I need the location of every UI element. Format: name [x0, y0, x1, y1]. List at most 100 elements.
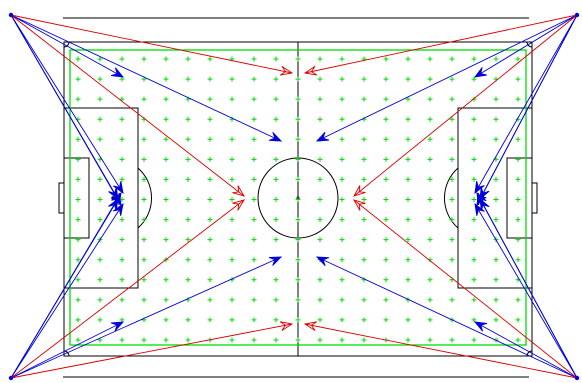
grid-plus-marker	[97, 217, 103, 223]
ray-line	[474, 14, 578, 78]
grid-plus-marker	[119, 237, 125, 243]
grid-plus-marker	[75, 277, 81, 283]
grid-plus-marker	[405, 96, 411, 102]
camera-ray	[10, 14, 124, 195]
grid-plus-marker	[515, 217, 521, 223]
ray-arrowhead	[473, 67, 487, 78]
grid-plus-marker	[229, 217, 235, 223]
grid-plus-marker	[97, 277, 103, 283]
grid-plus-marker	[493, 257, 499, 263]
grid-plus-marker	[229, 317, 235, 323]
grid-plus-marker	[97, 56, 103, 62]
ray-arrowhead	[232, 199, 245, 211]
camera-ray	[10, 197, 119, 379]
grid-plus-marker	[493, 176, 499, 182]
grid-plus-marker	[383, 136, 389, 142]
camera-ray	[474, 202, 578, 379]
grid-plus-marker	[405, 116, 411, 122]
grid-plus-marker	[97, 116, 103, 122]
grid-plus-marker	[427, 116, 433, 122]
grid-plus-marker	[449, 176, 455, 182]
ray-arrowhead	[473, 321, 488, 332]
grid-plus-marker	[317, 337, 323, 343]
ray-arrowhead	[353, 199, 366, 211]
grid-plus-marker	[141, 217, 147, 223]
ray-line	[353, 14, 578, 197]
grid-plus-marker	[405, 277, 411, 283]
ray-arrowhead	[113, 181, 124, 195]
grid-plus-marker	[449, 197, 455, 202]
grid-plus-marker	[339, 217, 345, 223]
grid-plus-marker	[493, 56, 499, 62]
grid-plus-marker	[449, 337, 455, 343]
grid-plus-marker	[361, 317, 367, 323]
grid-plus-marker	[295, 237, 301, 243]
grid-plus-marker	[339, 96, 345, 102]
grid-plus-marker	[207, 197, 213, 202]
corner-arc-top-right	[526, 41, 533, 48]
grid-plus-marker	[119, 337, 125, 343]
grid-plus-marker	[515, 56, 521, 62]
ray-arrowhead	[279, 321, 294, 331]
right-goal-area	[506, 157, 533, 239]
grid-plus-marker	[515, 237, 521, 243]
grid-plus-marker	[119, 297, 125, 303]
grid-plus-marker	[185, 277, 191, 283]
grid-plus-marker	[493, 197, 499, 202]
ray-line	[10, 14, 282, 142]
grid-plus-marker	[427, 277, 433, 283]
ray-arrowhead	[268, 131, 283, 142]
grid-plus-marker	[251, 237, 257, 243]
grid-plus-marker	[251, 96, 257, 102]
grid-plus-marker	[427, 337, 433, 343]
grid-plus-marker	[317, 56, 323, 62]
camera-ray	[10, 14, 294, 76]
grid-plus-marker	[295, 217, 301, 223]
ray-line	[10, 198, 119, 379]
grid-plus-marker	[163, 197, 169, 202]
grid-plus-marker	[449, 136, 455, 142]
grid-plus-marker	[427, 156, 433, 162]
grid-plus-marker	[251, 317, 257, 323]
grid-plus-marker	[273, 297, 279, 303]
grid-plus-marker	[317, 76, 323, 82]
ray-arrowhead	[479, 186, 490, 201]
outer-reference-lines	[63, 17, 529, 378]
grid-plus-marker	[141, 56, 147, 62]
grid-plus-marker	[471, 257, 477, 263]
grid-plus-marker	[185, 56, 191, 62]
ray-line	[10, 14, 119, 200]
grid-plus-marker	[515, 337, 521, 343]
grid-plus-marker	[185, 237, 191, 243]
grid-plus-marker	[97, 197, 103, 202]
ray-line	[10, 203, 124, 379]
grid-plus-marker	[361, 297, 367, 303]
grid-plus-marker	[449, 56, 455, 62]
grid-plus-marker	[317, 277, 323, 283]
camera-ray	[479, 197, 578, 379]
camera-ray	[315, 256, 578, 379]
grid-plus-marker	[471, 76, 477, 82]
grid-plus-marker	[251, 76, 257, 82]
grid-plus-marker	[251, 337, 257, 343]
ray-line	[10, 14, 124, 78]
grid-plus-marker	[515, 76, 521, 82]
grid-plus-marker	[207, 237, 213, 243]
grid-plus-marker	[295, 277, 301, 283]
grid-plus-marker	[471, 217, 477, 223]
ray-line	[10, 199, 245, 379]
grid-plus-marker	[317, 116, 323, 122]
left-penalty-area	[63, 107, 139, 289]
grid-plus-marker	[185, 176, 191, 182]
grid-plus-marker	[97, 257, 103, 263]
grid-plus-marker	[515, 96, 521, 102]
grid-plus-marker	[427, 76, 433, 82]
grid-plus-marker	[185, 257, 191, 263]
grid-plus-marker	[361, 217, 367, 223]
grid-plus-marker	[295, 197, 301, 202]
grid-plus-marker	[471, 197, 477, 202]
grid-plus-marker	[273, 237, 279, 243]
grid-plus-marker	[141, 156, 147, 162]
grid-plus-marker	[317, 176, 323, 182]
camera-ray	[353, 199, 578, 379]
